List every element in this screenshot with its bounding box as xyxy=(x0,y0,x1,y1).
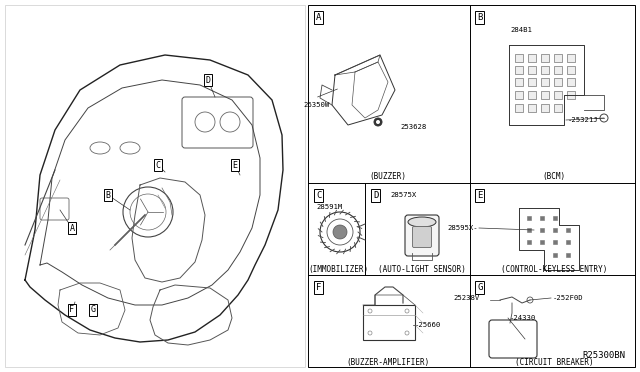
FancyBboxPatch shape xyxy=(528,91,536,99)
FancyBboxPatch shape xyxy=(554,78,562,86)
FancyBboxPatch shape xyxy=(515,66,523,74)
FancyBboxPatch shape xyxy=(567,78,575,86)
FancyBboxPatch shape xyxy=(554,54,562,62)
Text: C: C xyxy=(156,160,161,170)
FancyBboxPatch shape xyxy=(554,91,562,99)
Text: C: C xyxy=(316,191,321,200)
Text: A: A xyxy=(316,13,321,22)
Text: 284B1: 284B1 xyxy=(510,27,532,33)
Text: R25300BN: R25300BN xyxy=(582,351,625,360)
Text: -24330: -24330 xyxy=(510,315,536,321)
Text: -25660: -25660 xyxy=(415,322,441,328)
Text: D: D xyxy=(373,191,378,200)
FancyBboxPatch shape xyxy=(541,66,549,74)
Text: (BCM): (BCM) xyxy=(543,172,566,181)
FancyBboxPatch shape xyxy=(405,215,439,256)
FancyBboxPatch shape xyxy=(541,78,549,86)
FancyBboxPatch shape xyxy=(541,54,549,62)
FancyBboxPatch shape xyxy=(567,66,575,74)
Text: D: D xyxy=(205,76,211,84)
FancyBboxPatch shape xyxy=(515,54,523,62)
Text: (BUZZER-AMPLIFIER): (BUZZER-AMPLIFIER) xyxy=(346,358,429,367)
Circle shape xyxy=(376,120,380,124)
Text: G: G xyxy=(477,283,483,292)
Text: F: F xyxy=(70,305,74,314)
Text: 253628: 253628 xyxy=(400,124,426,130)
FancyBboxPatch shape xyxy=(541,104,549,112)
Text: -252F0D: -252F0D xyxy=(553,295,584,301)
FancyBboxPatch shape xyxy=(515,104,523,112)
FancyBboxPatch shape xyxy=(541,91,549,99)
FancyBboxPatch shape xyxy=(528,104,536,112)
FancyBboxPatch shape xyxy=(515,78,523,86)
Text: B: B xyxy=(106,190,111,199)
Text: B: B xyxy=(477,13,483,22)
Text: F: F xyxy=(316,283,321,292)
Ellipse shape xyxy=(408,217,436,227)
FancyBboxPatch shape xyxy=(413,227,431,247)
Text: (CIRCUIT BREAKER): (CIRCUIT BREAKER) xyxy=(515,358,593,367)
FancyBboxPatch shape xyxy=(515,91,523,99)
Text: A: A xyxy=(70,224,74,232)
Text: 28591M: 28591M xyxy=(316,204,342,210)
Circle shape xyxy=(333,225,347,239)
Text: -25321J: -25321J xyxy=(568,117,598,123)
FancyBboxPatch shape xyxy=(528,54,536,62)
Text: 28595X-: 28595X- xyxy=(447,225,478,231)
Text: 25238V: 25238V xyxy=(454,295,480,301)
Text: 26350W: 26350W xyxy=(304,102,330,108)
Circle shape xyxy=(374,118,382,126)
Text: (IMMOBILIZER): (IMMOBILIZER) xyxy=(308,265,368,274)
FancyBboxPatch shape xyxy=(5,5,305,367)
Text: (AUTO-LIGHT SENSOR): (AUTO-LIGHT SENSOR) xyxy=(378,265,466,274)
Text: G: G xyxy=(90,305,95,314)
FancyBboxPatch shape xyxy=(567,54,575,62)
FancyBboxPatch shape xyxy=(554,104,562,112)
Text: (CONTROL-KEYLESS ENTRY): (CONTROL-KEYLESS ENTRY) xyxy=(501,265,607,274)
Text: E: E xyxy=(232,160,237,170)
FancyBboxPatch shape xyxy=(528,66,536,74)
Text: E: E xyxy=(477,191,483,200)
FancyBboxPatch shape xyxy=(567,91,575,99)
Text: 28575X: 28575X xyxy=(390,192,416,198)
FancyBboxPatch shape xyxy=(554,66,562,74)
FancyBboxPatch shape xyxy=(528,78,536,86)
Text: (BUZZER): (BUZZER) xyxy=(369,172,406,181)
